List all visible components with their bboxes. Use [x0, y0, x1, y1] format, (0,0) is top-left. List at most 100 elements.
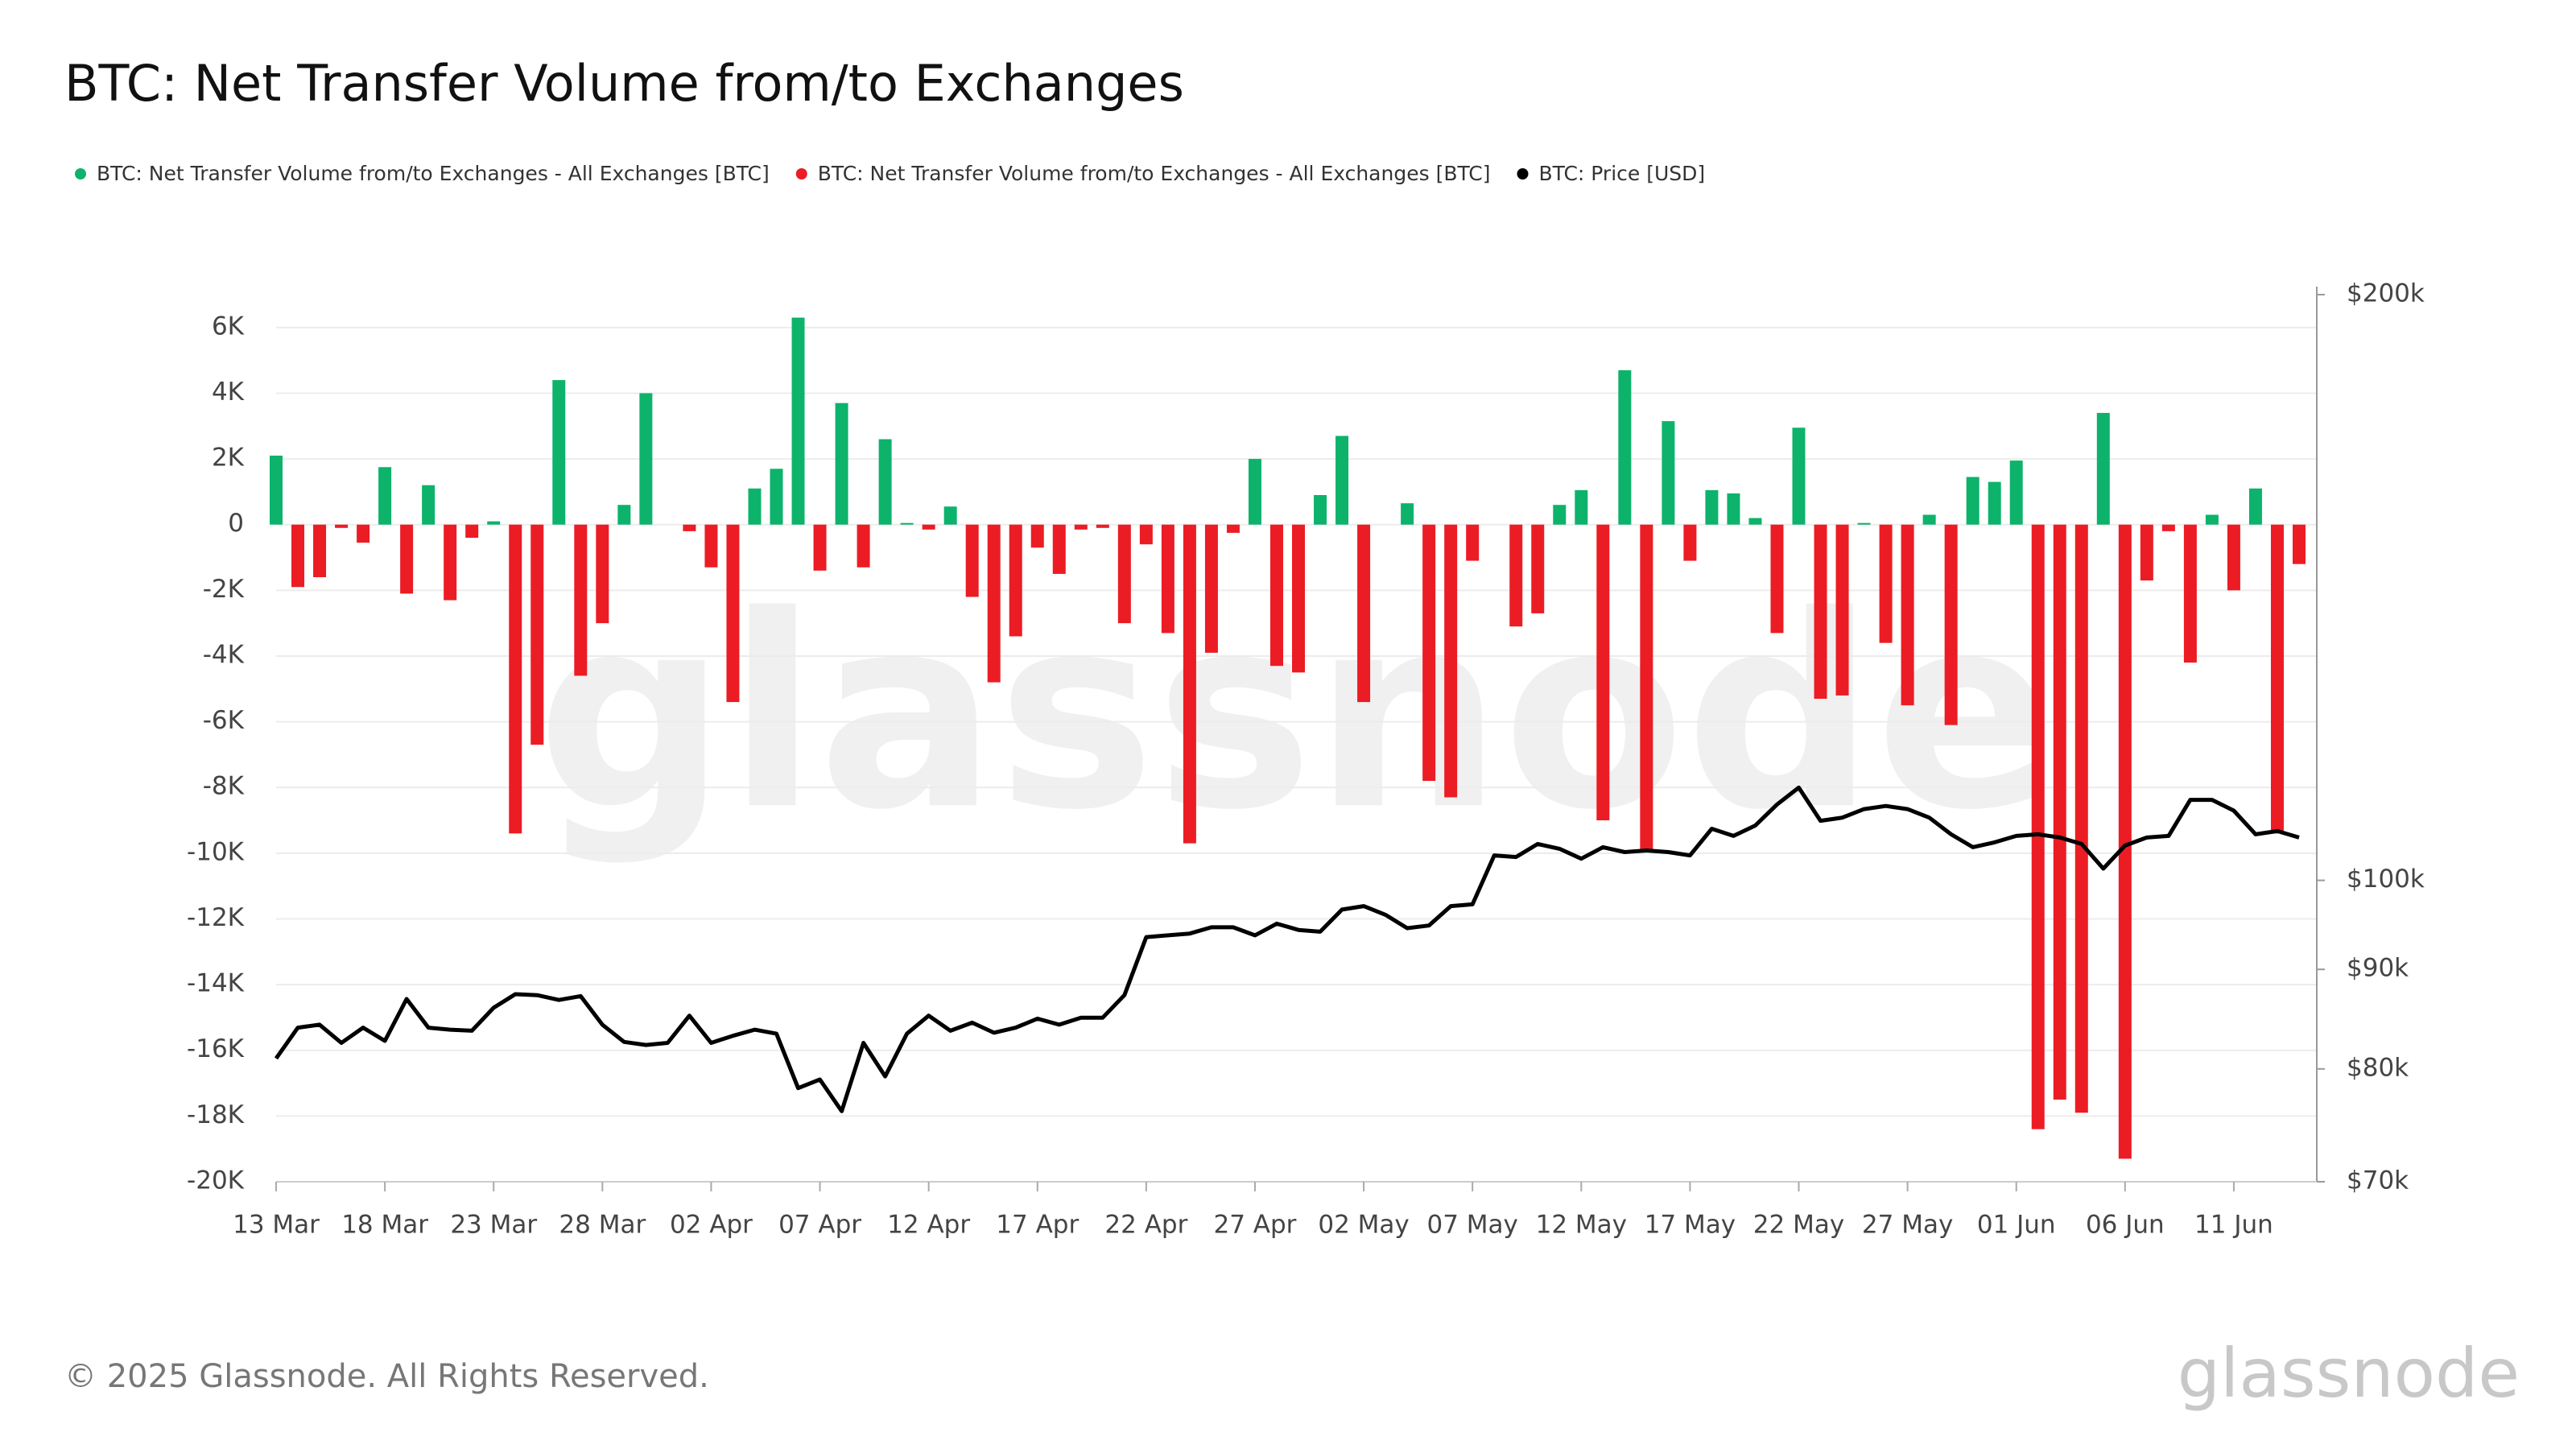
bar	[1009, 524, 1022, 637]
bar	[422, 485, 436, 525]
bar	[835, 402, 848, 525]
bar	[2161, 524, 2175, 531]
bar	[1748, 518, 1762, 525]
bar	[1814, 524, 1827, 700]
bar	[596, 524, 609, 624]
x-tick-label: 18 Mar	[341, 1211, 428, 1240]
bar	[943, 506, 957, 525]
bar	[2270, 524, 2284, 834]
y2-tick-label: $70k	[2347, 1166, 2409, 1195]
price-line	[274, 785, 2300, 1113]
x-tick-label: 11 Jun	[2194, 1211, 2273, 1240]
bar	[1052, 524, 1066, 574]
y2-tick-label: $80k	[2347, 1053, 2409, 1082]
bar	[900, 522, 914, 525]
bar	[1096, 524, 1109, 528]
bar	[857, 524, 870, 568]
bar	[1835, 524, 1849, 696]
bar	[1161, 524, 1174, 634]
bar	[770, 469, 783, 525]
x-tick-label: 22 May	[1753, 1211, 1844, 1240]
bar	[574, 524, 588, 676]
bar	[2118, 524, 2132, 1159]
bar	[552, 380, 566, 525]
bar	[1292, 524, 1306, 673]
y-tick-label: 4K	[212, 378, 245, 407]
bar	[2183, 524, 2197, 663]
legend-marker	[795, 168, 807, 180]
x-tick-label: 27 Apr	[1213, 1211, 1296, 1240]
bar	[2227, 524, 2240, 591]
bar	[1857, 522, 1871, 525]
bar	[617, 505, 631, 525]
y2-tick-label: $90k	[2347, 954, 2409, 983]
bar	[1204, 524, 1218, 653]
x-tick-label: 07 May	[1426, 1211, 1517, 1240]
footer: © 2025 Glassnode. All Rights Reserved.	[64, 1358, 709, 1395]
bar	[2096, 412, 2110, 525]
bar	[444, 524, 457, 601]
bar	[922, 524, 935, 530]
y2-tick-label: $100k	[2347, 865, 2425, 894]
y-tick-label: 6K	[212, 312, 245, 341]
chart-title: BTC: Net Transfer Volume from/to Exchang…	[64, 54, 1184, 113]
bar	[1596, 524, 1610, 821]
legend-label: BTC: Price [USD]	[1539, 162, 1706, 185]
bar	[1640, 524, 1653, 850]
x-tick-label: 02 Apr	[670, 1211, 753, 1240]
x-tick-label: 12 Apr	[887, 1211, 970, 1240]
y-tick-label: -10K	[187, 837, 245, 866]
x-tick-label: 28 Mar	[559, 1211, 646, 1240]
bar	[1074, 524, 1088, 530]
bar	[813, 524, 827, 571]
bar	[1401, 503, 1414, 525]
bar	[878, 439, 892, 525]
bar	[2248, 488, 2262, 525]
bar	[1444, 524, 1458, 798]
bar	[1531, 524, 1545, 613]
bar	[1575, 489, 1588, 525]
bar	[965, 524, 979, 597]
y-tick-label: -4K	[203, 640, 245, 669]
bar	[1901, 524, 1914, 706]
x-tick-label: 17 Apr	[996, 1211, 1079, 1240]
bar	[1357, 524, 1371, 703]
bar	[378, 467, 392, 525]
bar	[1966, 477, 1979, 525]
x-tick-label: 13 Mar	[233, 1211, 320, 1240]
y-tick-label: -2K	[203, 575, 245, 604]
bar	[1770, 524, 1784, 634]
bar	[1314, 494, 1327, 525]
y-tick-label: -14K	[187, 969, 245, 998]
y-tick-label: -18K	[187, 1100, 245, 1129]
bar	[1183, 524, 1196, 844]
legend-marker	[1517, 168, 1529, 180]
bar	[748, 488, 762, 525]
bar	[1792, 427, 1806, 525]
y-tick-label: -16K	[187, 1034, 245, 1063]
bar	[509, 524, 522, 834]
y-tick-label: -20K	[187, 1166, 245, 1195]
bar	[2140, 524, 2153, 581]
bar	[487, 521, 501, 525]
x-tick-label: 23 Mar	[450, 1211, 537, 1240]
logo: glassnode	[2178, 1334, 2520, 1413]
bar	[1683, 524, 1697, 561]
bar	[530, 524, 544, 745]
bar	[2053, 524, 2066, 1100]
bar	[1618, 369, 1632, 525]
bar	[1705, 489, 1719, 525]
bar	[2031, 524, 2045, 1129]
bar	[1226, 524, 1240, 533]
x-tick-label: 17 May	[1645, 1211, 1736, 1240]
bar	[1335, 436, 1349, 525]
bar	[1248, 459, 1261, 525]
bar	[639, 393, 653, 525]
legend-label: BTC: Net Transfer Volume from/to Exchang…	[97, 162, 770, 185]
bar	[1509, 524, 1523, 627]
bar	[335, 524, 349, 528]
bar	[1553, 505, 1567, 525]
bar	[2293, 524, 2306, 564]
bar	[270, 455, 283, 525]
